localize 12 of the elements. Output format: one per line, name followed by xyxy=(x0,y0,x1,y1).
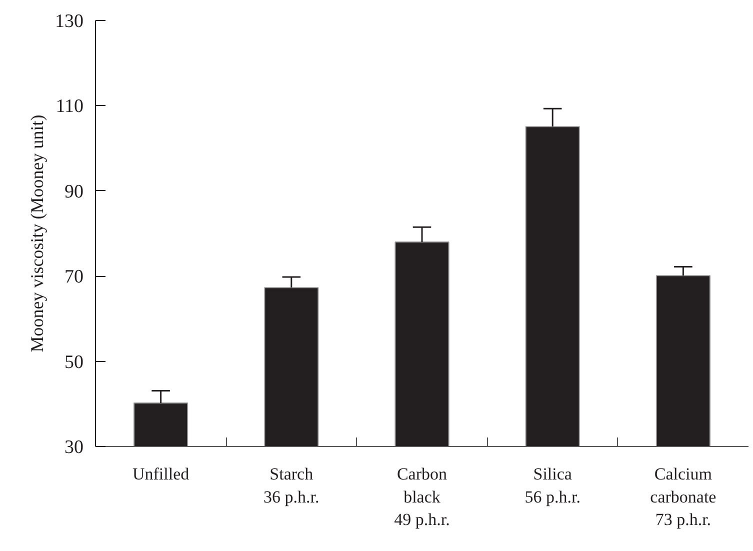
y-axis-title: Mooney viscosity (Mooney unit) xyxy=(27,114,47,352)
x-tick-label: Silica 56 p.h.r. xyxy=(524,464,580,506)
y-tick-label: 110 xyxy=(56,96,84,118)
y-tick-label: 30 xyxy=(64,437,84,458)
x-tick-label: Carbon black 49 p.h.r. xyxy=(394,464,450,530)
y-tick-label: 50 xyxy=(64,352,84,373)
y-tick-label: 130 xyxy=(55,11,84,32)
y-tick-label: 70 xyxy=(64,266,84,288)
x-tick-label: Unfilled xyxy=(132,464,190,484)
y-tick-label: 90 xyxy=(64,181,84,202)
x-tick-label: Starch 36 p.h.r. xyxy=(264,464,320,506)
x-tick-label: Calcium carbonate 73 p.h.r. xyxy=(650,464,716,530)
